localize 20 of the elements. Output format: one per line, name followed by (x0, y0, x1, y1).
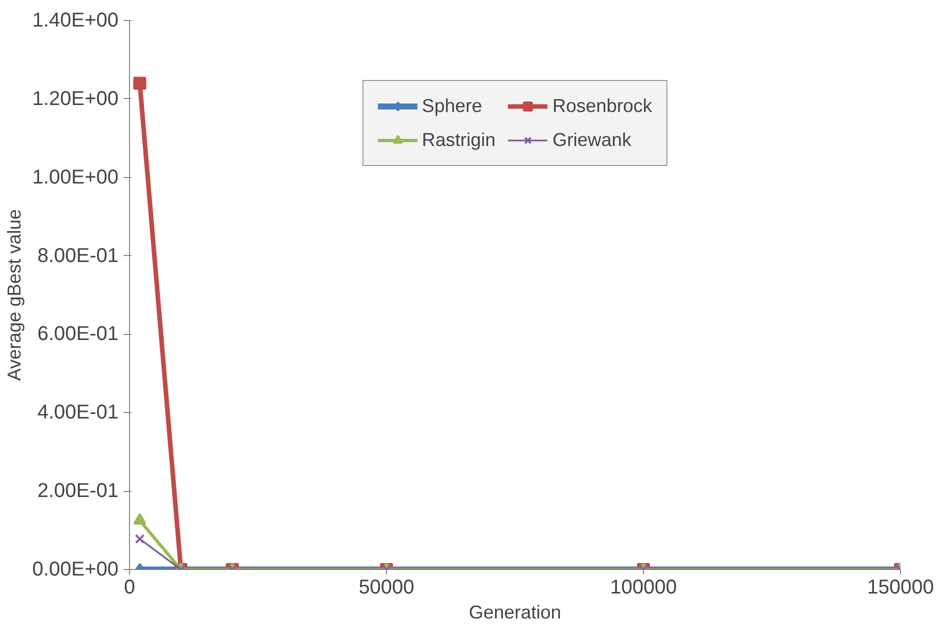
x-tick-label: 50000 (358, 576, 414, 598)
y-tick-label: 0.00E+00 (32, 558, 119, 580)
y-tick-label: 2.00E-01 (37, 480, 118, 502)
legend-label: Griewank (552, 129, 632, 151)
point (133, 76, 146, 90)
legend-label: Rosenbrock (552, 95, 652, 117)
x-tick-label: 0 (124, 576, 136, 598)
y-axis-title: Average gBest value (3, 209, 24, 381)
legend-label: Sphere (422, 95, 482, 117)
x-tick-label: 150000 (867, 576, 934, 598)
x-axis-title: Generation (468, 602, 562, 622)
y-tick-label: 4.00E-01 (37, 402, 118, 424)
y-tick-label: 1.00E+00 (32, 166, 119, 188)
y-tick-label: 1.40E+00 (32, 10, 119, 32)
point (133, 513, 146, 525)
y-tick-label: 1.20E+00 (32, 88, 119, 110)
legend-label: Rastrigin (422, 129, 496, 151)
y-tick-label: 6.00E-01 (37, 323, 118, 346)
x-tick-label: 100000 (610, 576, 677, 598)
y-tick-label: 8.00E-01 (37, 244, 118, 267)
